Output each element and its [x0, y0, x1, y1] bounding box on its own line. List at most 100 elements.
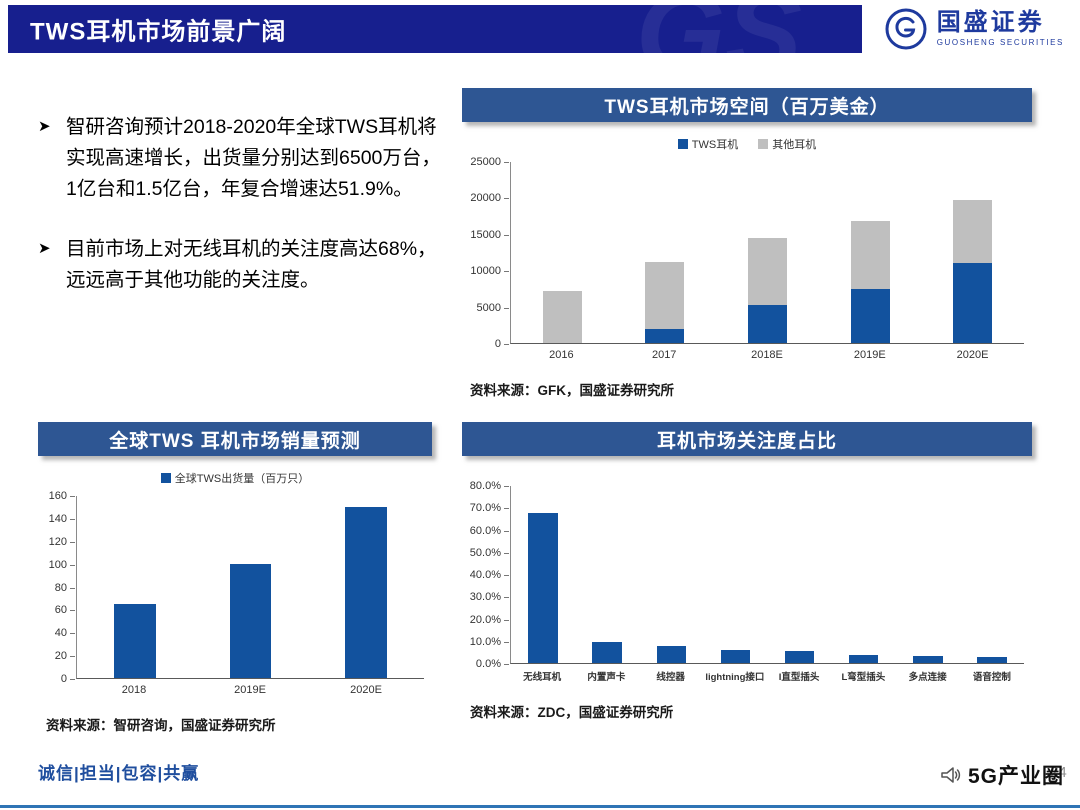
y-tick-label: 20000	[470, 192, 510, 204]
legend-label: 全球TWS出货量（百万只）	[174, 473, 310, 485]
x-axis-label: 2019E	[234, 684, 266, 696]
y-tick-label: 70.0%	[470, 502, 510, 514]
bar-slot	[511, 486, 575, 663]
chart-card-tws-market-space: TWS耳机市场空间（百万美金） TWS耳机 其他耳机 0 5000 10000 1500…	[462, 88, 1032, 399]
y-tick-label: 5000	[477, 302, 510, 314]
x-axis-label: 2020E	[350, 684, 382, 696]
bar-slot	[614, 162, 717, 343]
x-axis-label: 线控器	[656, 672, 685, 683]
chart-title-bar: 全球TWS 耳机市场销量预测	[38, 422, 432, 456]
bar-segment	[656, 646, 687, 663]
chart-body: 0 5000 10000 15000 20000 25000 2016 2017 2018E 2…	[462, 156, 1032, 361]
header-band: TWS耳机市场前景广阔 GS	[8, 5, 862, 53]
bar-segment	[528, 512, 558, 663]
chart-card-attention-share: 耳机市场关注度占比 0.0% 10.0% 20.0% 30.0% 40.0% 50.0% 6…	[462, 422, 1032, 721]
bullet-text: 目前市场上对无线耳机的关注度高达68%，远远高于其他功能的关注度。	[66, 237, 437, 291]
y-tick-label: 15000	[470, 229, 510, 241]
x-axis-label: L弯型插头	[841, 672, 886, 683]
bullet-text: 智研咨询预计2018-2020年全球TWS耳机将实现高速增长，出货量分别达到65…	[66, 116, 441, 201]
bar-slot	[639, 486, 703, 663]
bar	[747, 162, 787, 343]
bar-segment	[784, 650, 815, 663]
bar-slot	[716, 162, 819, 343]
bar-segment	[850, 288, 890, 343]
bar	[645, 162, 685, 343]
bar	[114, 496, 156, 678]
source-note: 资料来源：ZDC，国盛证券研究所	[470, 705, 674, 720]
x-axis-label: 2018E	[751, 349, 783, 361]
x-axis-label: 2016	[549, 349, 574, 361]
y-tick-label: 25000	[470, 156, 510, 168]
bar-slot	[819, 162, 922, 343]
bar-segment	[747, 304, 787, 343]
chart-legend: 全球TWS出货量（百万只）	[38, 470, 432, 486]
legend-item: TWS耳机	[677, 136, 739, 152]
bar-segment	[229, 564, 272, 678]
bar-slot	[308, 496, 424, 678]
logo-text: 国盛证券 GUOSHENG SECURITIES	[937, 10, 1064, 47]
y-tick-label: 80.0%	[470, 480, 510, 492]
bar-slot	[77, 496, 193, 678]
y-tick-label: 0.0%	[476, 658, 510, 670]
bar-segment	[913, 656, 943, 663]
arrow-bullet-icon: ➤	[38, 239, 51, 257]
plot-area	[510, 162, 1024, 344]
y-tick-label: 10000	[470, 265, 510, 277]
x-axis-label: lightning接口	[705, 672, 765, 683]
bar-segment	[345, 507, 387, 678]
page-title: TWS耳机市场前景广阔	[30, 18, 287, 46]
x-axis-label: 2019E	[853, 349, 886, 361]
bar-slot	[896, 486, 960, 663]
chart-card-tws-shipment-forecast: 全球TWS 耳机市场销量预测 全球TWS出货量（百万只） 0 20 40 60 80 10…	[38, 422, 432, 734]
y-tick-label: 100	[49, 559, 76, 571]
bullet-item: ➤ 目前市场上对无线耳机的关注度高达68%，远远高于其他功能的关注度。	[38, 234, 448, 296]
y-tick-label: 60.0%	[470, 525, 510, 537]
y-tick-label: 20.0%	[470, 614, 510, 626]
x-axis-label: 无线耳机	[523, 672, 562, 683]
bar-segment	[953, 263, 993, 343]
legend-swatch	[677, 139, 688, 149]
y-axis: 0 20 40 60 80 100 120 140 160	[40, 490, 76, 685]
bar	[229, 496, 272, 678]
logo-name: 国盛证券	[936, 9, 1045, 37]
y-axis: 0.0% 10.0% 20.0% 30.0% 40.0% 50.0% 60.0% 70.0% 8…	[464, 480, 510, 670]
bar	[345, 496, 387, 678]
legend-swatch	[758, 139, 769, 149]
bar-slot	[960, 486, 1024, 663]
y-tick-label: 20	[55, 650, 76, 662]
bar	[848, 486, 879, 663]
x-axis-labels: 无线耳机 内置声卡 线控器 lightning接口 I直型插头 L弯型插头 多点连接 语音控制	[510, 669, 1024, 683]
y-tick-label: 80	[55, 582, 76, 594]
bar-slot	[511, 162, 614, 343]
bar	[784, 486, 815, 663]
guosheng-logo-icon	[885, 8, 927, 50]
bar	[528, 486, 558, 663]
y-tick-label: 60	[55, 604, 76, 616]
y-tick-label: 30.0%	[470, 591, 510, 603]
footer-brand: 24 5G产业圈	[938, 760, 1067, 790]
y-axis: 0 5000 10000 15000 20000 25000	[464, 156, 510, 350]
bar-slot	[193, 496, 309, 678]
bar-segment	[848, 655, 879, 663]
bar-segment	[953, 200, 993, 264]
x-axis-labels: 2018 2019E 2020E	[76, 684, 424, 696]
bar-segment	[977, 657, 1007, 663]
chart-title-bar: 耳机市场关注度占比	[462, 422, 1032, 456]
legend-label: TWS耳机	[691, 139, 739, 151]
chart-body: 0.0% 10.0% 20.0% 30.0% 40.0% 50.0% 60.0% 70.0% 8…	[462, 480, 1032, 683]
bar	[977, 486, 1007, 663]
megaphone-icon	[941, 767, 961, 783]
x-axis-label: 2020E	[956, 349, 989, 361]
bullet-list: ➤ 智研咨询预计2018-2020年全球TWS耳机将实现高速增长，出货量分别达到…	[38, 112, 448, 324]
legend-item: 全球TWS出货量（百万只）	[160, 470, 310, 486]
y-tick-label: 10.0%	[470, 636, 510, 648]
bar-slot	[703, 486, 767, 663]
x-axis-label: 多点连接	[908, 672, 947, 683]
y-tick-label: 40	[55, 627, 76, 639]
bar-slot	[575, 486, 639, 663]
bar-segment	[645, 328, 685, 343]
bar	[953, 162, 993, 343]
y-tick-label: 40.0%	[470, 569, 510, 581]
plot-area	[76, 496, 424, 679]
bar-segment	[645, 261, 685, 329]
